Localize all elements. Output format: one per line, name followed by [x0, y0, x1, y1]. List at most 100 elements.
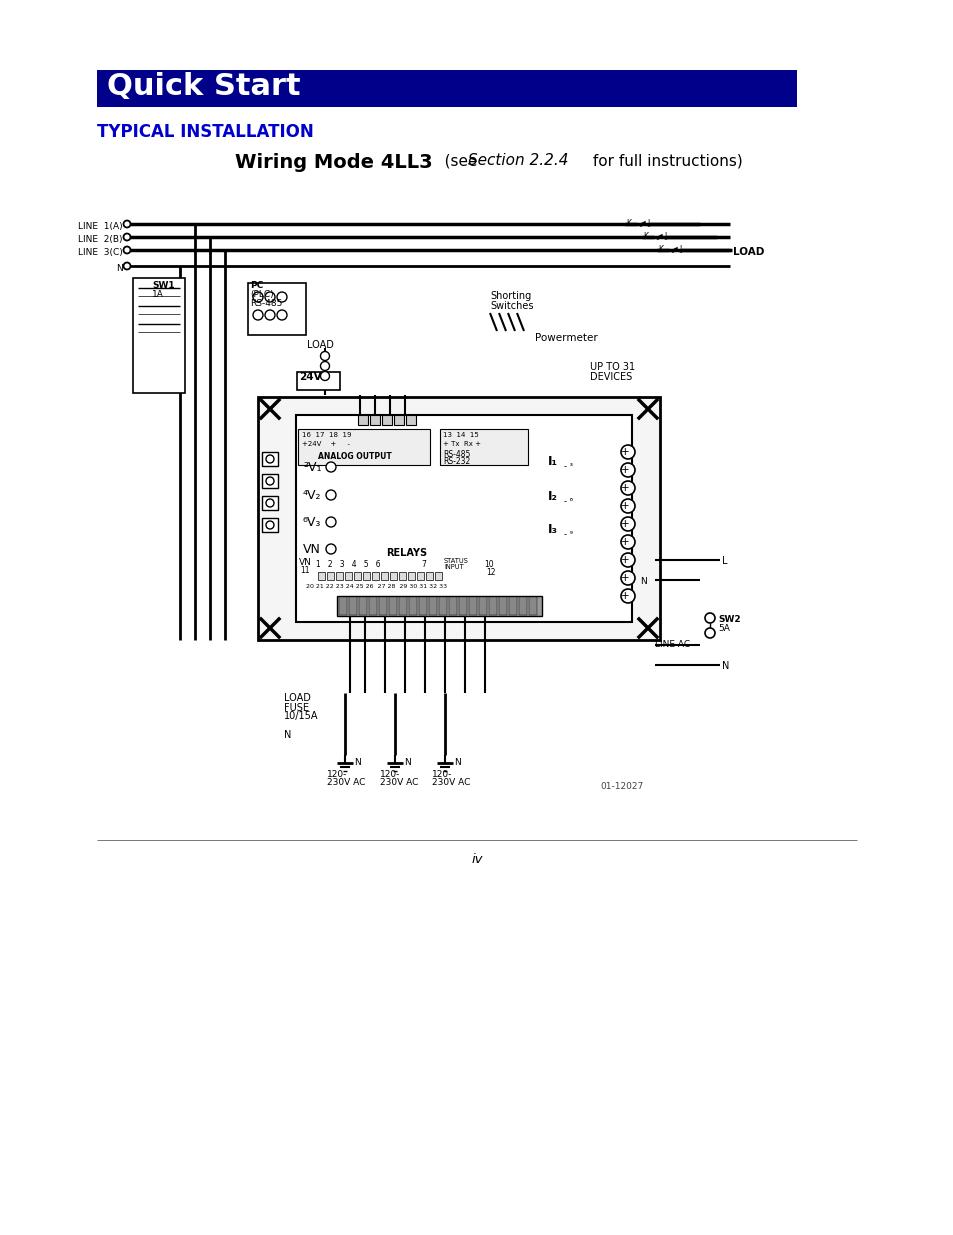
Text: DEVICES: DEVICES: [589, 372, 632, 382]
Bar: [398, 572, 406, 580]
Text: LINE  1(A): LINE 1(A): [78, 222, 123, 231]
Text: LOAD: LOAD: [284, 693, 311, 703]
Bar: [372, 572, 378, 580]
Bar: [406, 415, 416, 425]
Text: L: L: [663, 232, 667, 241]
Circle shape: [620, 535, 635, 550]
Circle shape: [123, 233, 131, 241]
Bar: [418, 597, 427, 615]
Text: RS-232: RS-232: [442, 457, 470, 466]
Circle shape: [265, 310, 274, 320]
Bar: [390, 572, 396, 580]
Circle shape: [265, 291, 274, 303]
Text: 01-12027: 01-12027: [599, 782, 642, 790]
Text: 11: 11: [299, 566, 309, 576]
Bar: [408, 572, 415, 580]
Text: N: N: [454, 758, 460, 767]
Text: N: N: [403, 758, 411, 767]
Text: LINE  3(C): LINE 3(C): [78, 248, 123, 257]
Bar: [458, 597, 467, 615]
Circle shape: [320, 372, 329, 380]
Circle shape: [123, 247, 131, 253]
Text: LOAD: LOAD: [307, 340, 334, 350]
Text: 120-: 120-: [432, 769, 452, 779]
Circle shape: [620, 589, 635, 603]
Text: N: N: [284, 730, 291, 740]
Text: SW1: SW1: [152, 282, 174, 290]
Text: 120-: 120-: [379, 769, 400, 779]
Text: 230V AC: 230V AC: [432, 778, 470, 787]
Bar: [262, 474, 277, 488]
Text: N: N: [354, 758, 360, 767]
Bar: [394, 415, 403, 425]
Text: RELAYS: RELAYS: [386, 548, 427, 558]
Bar: [509, 597, 517, 615]
Bar: [349, 597, 356, 615]
Bar: [262, 496, 277, 510]
Text: 24V: 24V: [298, 372, 321, 382]
Text: 20 21 22 23 24 25 26  27 28  29 30 31 32 33: 20 21 22 23 24 25 26 27 28 29 30 31 32 3…: [306, 584, 447, 589]
Circle shape: [266, 521, 274, 529]
Text: UP TO 31: UP TO 31: [589, 362, 635, 372]
Text: LINE AC: LINE AC: [655, 640, 689, 650]
Text: +: +: [620, 519, 629, 529]
Bar: [529, 597, 537, 615]
Text: K: K: [642, 232, 647, 241]
Text: K: K: [625, 219, 630, 228]
Bar: [449, 597, 456, 615]
Text: 120-: 120-: [327, 769, 347, 779]
Text: 230V AC: 230V AC: [327, 778, 365, 787]
Bar: [518, 597, 526, 615]
Text: +: +: [620, 555, 629, 564]
Text: 10: 10: [483, 559, 493, 569]
Bar: [327, 572, 334, 580]
Text: FUSE: FUSE: [284, 703, 309, 713]
Text: - ⁹: - ⁹: [563, 530, 573, 538]
Bar: [435, 572, 441, 580]
Text: +: +: [620, 466, 629, 475]
Text: Switches: Switches: [490, 301, 533, 311]
Bar: [489, 597, 497, 615]
Bar: [439, 429, 527, 466]
Text: +: +: [620, 592, 629, 601]
Bar: [354, 572, 360, 580]
Bar: [363, 572, 370, 580]
Text: iv: iv: [471, 853, 482, 866]
Circle shape: [266, 499, 274, 508]
Text: STATUS: STATUS: [443, 558, 468, 564]
Text: + Tx  Rx +: + Tx Rx +: [442, 441, 480, 447]
Bar: [297, 429, 430, 466]
Circle shape: [123, 221, 131, 227]
Text: 13  14  15: 13 14 15: [442, 432, 478, 438]
Bar: [370, 415, 379, 425]
Text: +: +: [620, 483, 629, 493]
Circle shape: [326, 490, 335, 500]
Circle shape: [620, 499, 635, 513]
Bar: [132, 278, 185, 393]
Bar: [469, 597, 476, 615]
Text: SW2: SW2: [718, 615, 740, 624]
Bar: [409, 597, 416, 615]
Circle shape: [266, 454, 274, 463]
Bar: [380, 572, 388, 580]
Bar: [369, 597, 376, 615]
Text: 1   2   3   4   5   6: 1 2 3 4 5 6: [315, 559, 380, 569]
Bar: [398, 597, 407, 615]
Text: I₁: I₁: [547, 454, 558, 468]
Text: L: L: [679, 245, 682, 254]
Text: ⁴V₂: ⁴V₂: [303, 489, 321, 501]
Text: L: L: [646, 219, 651, 228]
Text: Shorting: Shorting: [490, 291, 531, 301]
Bar: [257, 396, 659, 640]
Bar: [429, 597, 436, 615]
Text: L: L: [721, 556, 727, 566]
Circle shape: [276, 291, 287, 303]
Bar: [338, 597, 347, 615]
Circle shape: [326, 462, 335, 472]
Text: 5A: 5A: [718, 624, 729, 634]
Text: +: +: [620, 537, 629, 547]
Text: +: +: [620, 573, 629, 583]
Text: +: +: [620, 447, 629, 457]
Bar: [295, 415, 631, 622]
Text: +: +: [620, 501, 629, 511]
